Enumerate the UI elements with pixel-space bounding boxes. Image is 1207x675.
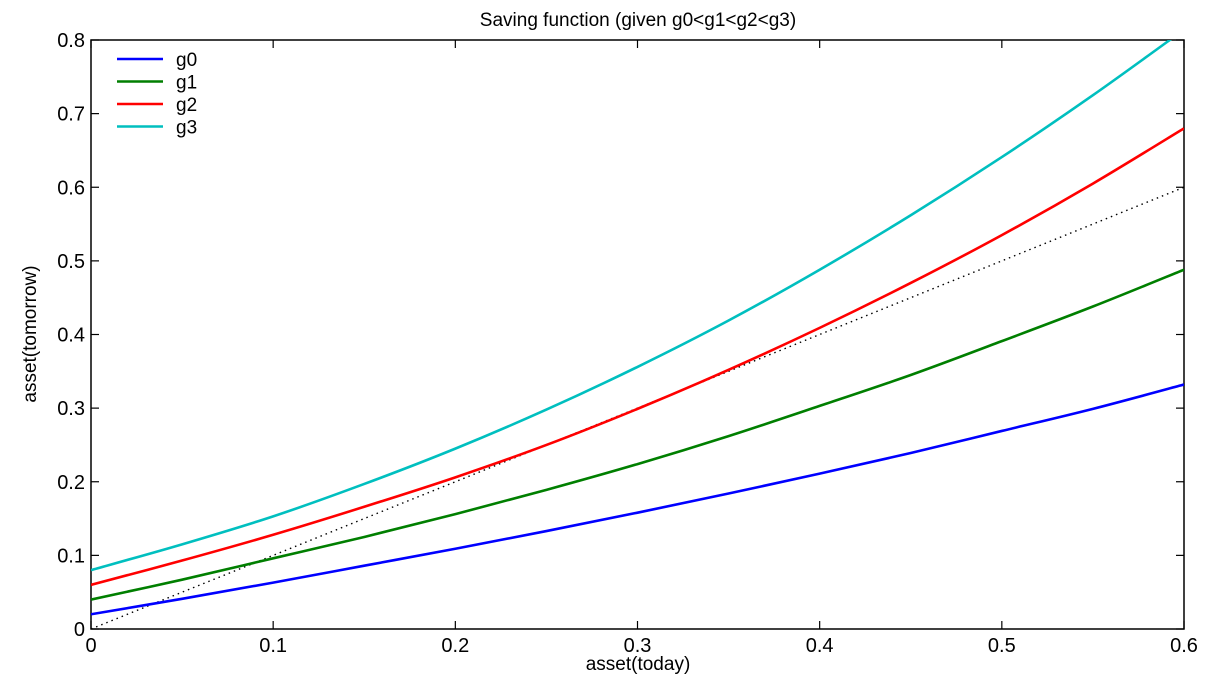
y-tick-label: 0.7 <box>57 104 85 126</box>
legend-label-g2: g2 <box>176 95 197 116</box>
y-tick-label: 0.4 <box>57 325 85 347</box>
y-tick-label: 0.8 <box>57 30 85 52</box>
y-axis-label: asset(tomorrow) <box>20 265 41 402</box>
axis-ticks: 0 0.1 0.2 0.3 0.4 0.5 0.6 0 0.1 0.2 0.3 0.4 0.5 0.6 0.… <box>57 30 1198 657</box>
legend-label-g1: g1 <box>176 73 197 94</box>
y-tick-label: 0.6 <box>57 177 85 199</box>
x-tick-label: 0.2 <box>441 635 469 657</box>
legend-label-g3: g3 <box>176 118 197 139</box>
series-lines <box>91 40 1184 629</box>
legend-label-g0: g0 <box>176 50 197 71</box>
x-tick-label: 0.1 <box>259 635 287 657</box>
x-tick-label: 0.3 <box>624 635 652 657</box>
series-line-g1 <box>91 268 1184 601</box>
y-tick-label: 0 <box>74 619 85 641</box>
series-line-g3 <box>91 40 1172 572</box>
x-tick-label: 0.6 <box>1170 635 1198 657</box>
y-tick-label: 0.5 <box>57 251 85 273</box>
y-tick-label: 0.3 <box>57 398 85 420</box>
y-tick-label: 0.1 <box>57 545 85 567</box>
x-tick-label: 0.5 <box>988 635 1016 657</box>
series-line-g0 <box>91 383 1184 616</box>
series-line-g2 <box>91 127 1184 587</box>
x-tick-label: 0 <box>85 635 96 657</box>
chart-title: Saving function (given g0<g1<g2<g3) <box>480 10 796 31</box>
x-tick-label: 0.4 <box>806 635 834 657</box>
y-tick-label: 0.2 <box>57 472 85 494</box>
x-axis-label: asset(today) <box>586 654 691 675</box>
